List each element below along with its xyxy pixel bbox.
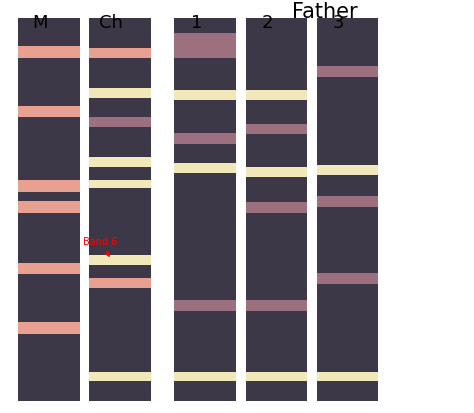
Bar [317, 372, 378, 382]
Bar [89, 372, 151, 382]
Bar [89, 49, 151, 59]
Text: Ch: Ch [100, 14, 123, 32]
Bar [18, 202, 80, 214]
Bar [317, 197, 378, 208]
Bar [246, 168, 307, 177]
Bar [174, 91, 236, 101]
Bar [89, 19, 151, 401]
Bar [246, 19, 307, 401]
Bar [174, 34, 236, 59]
Bar [89, 118, 151, 128]
Bar [174, 164, 236, 173]
Bar [89, 255, 151, 265]
Text: M: M [33, 14, 48, 32]
Bar [18, 322, 80, 334]
Bar [18, 47, 80, 59]
Bar [317, 166, 378, 175]
Bar [246, 372, 307, 382]
Text: Band 6: Band 6 [83, 237, 118, 256]
Bar [246, 91, 307, 101]
Bar [317, 273, 378, 284]
Bar [18, 19, 80, 401]
Bar [89, 180, 151, 189]
Bar [18, 263, 80, 275]
Bar [174, 372, 236, 382]
Text: 3: 3 [333, 14, 345, 32]
Bar [18, 107, 80, 118]
Bar [317, 67, 378, 78]
Bar [89, 89, 151, 99]
Bar [174, 300, 236, 311]
Bar [89, 158, 151, 168]
Text: Father: Father [292, 2, 357, 22]
Bar [246, 300, 307, 311]
Bar [174, 19, 236, 401]
Bar [246, 124, 307, 135]
Bar [89, 278, 151, 288]
Text: 1: 1 [191, 14, 202, 32]
Bar [174, 134, 236, 145]
Text: 2: 2 [262, 14, 273, 32]
Bar [18, 181, 80, 192]
Bar [246, 203, 307, 214]
Bar [317, 19, 378, 401]
